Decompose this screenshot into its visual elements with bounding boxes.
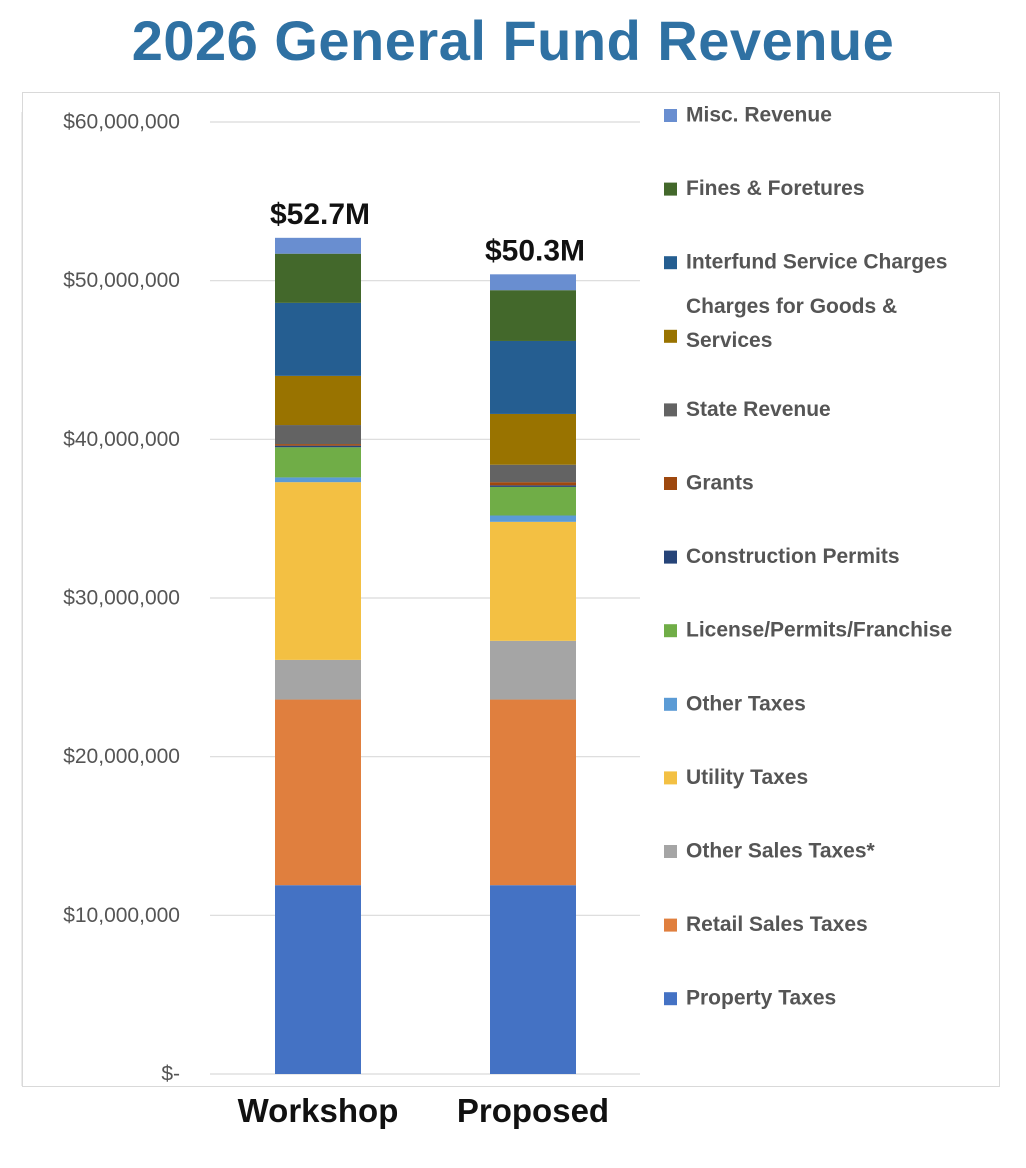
y-tick-label: $- [161,1063,180,1086]
bar-segment-other-taxes-proposed [490,515,576,522]
legend-label: Other Sales Taxes* [686,840,876,863]
y-tick-label: $20,000,000 [63,745,180,768]
legend-item-charges-for-goods-services: Charges for Goods & Services [664,294,897,351]
legend-swatch [664,477,677,490]
legend-item-construction-permits: Construction Permits [664,545,900,568]
legend-label: Fines & Foretures [686,177,865,200]
legend-item-other-taxes: Other Taxes [664,692,806,715]
bar-segment-property-taxes-workshop [275,885,361,1074]
bar-segment-misc-revenue-proposed [490,274,576,291]
legend-label: State Revenue [686,398,831,421]
bar-segment-construction-permits-workshop [275,445,361,448]
bar-segment-charges-for-goods-services-proposed [490,413,576,465]
legend-label: Charges for Goods & Services [686,294,897,351]
legend-swatch [664,550,677,564]
bar-segment-state-revenue-proposed [490,464,576,483]
y-tick-label: $10,000,000 [63,904,180,927]
bar-segment-state-revenue-workshop [275,425,361,445]
legend-item-misc-revenue: Misc. Revenue [664,104,832,127]
legend-swatch [664,771,677,785]
bar-segment-retail-sales-taxes-workshop [275,699,361,886]
legend-swatch [664,182,677,196]
bar-segment-grants-workshop [275,444,361,446]
category-label-workshop: Workshop [238,1092,399,1129]
bar-segment-retail-sales-taxes-proposed [490,699,576,886]
bar-segment-other-sales-taxes-proposed [490,640,576,700]
y-tick-label: $60,000,000 [63,111,180,134]
legend-swatch [664,256,677,270]
bar-segment-fines-foretures-proposed [490,290,576,341]
legend-item-license-permits-franchise: License/Permits/Franchise [664,619,952,642]
bar-segment-license-permits-franchise-workshop [275,447,361,478]
legend-item-interfund-service-charges: Interfund Service Charges [664,251,947,274]
legend-label: Utility Taxes [686,766,808,789]
legend-item-grants: Grants [664,472,754,495]
bar-segment-other-sales-taxes-workshop [275,659,361,700]
legend-item-other-sales-taxes: Other Sales Taxes* [664,840,876,863]
y-axis: $- $10,000,000 $20,000,000 $30,000,000 $40,0… [21,111,180,1086]
legend-label: Other Taxes [686,692,806,715]
legend-item-utility-taxes: Utility Taxes [664,766,808,789]
legend-item-state-revenue: State Revenue [664,398,831,421]
legend-label: Grants [686,472,754,495]
bar-segment-utility-taxes-workshop [275,482,361,660]
legend-label: Property Taxes [686,987,836,1010]
legend: Misc. Revenue Fines & Foretures Interfund … [664,104,952,1010]
legend-swatch [664,329,677,343]
legend-label: Retail Sales Taxes [686,913,868,936]
bar-labels: $52.7M Workshop $50.3M Proposed [238,198,609,1129]
bar-segment-property-taxes-proposed [490,885,576,1074]
bar-segment-license-permits-franchise-proposed [490,486,576,516]
total-label-workshop: $52.7M [270,198,370,231]
bar-segment-charges-for-goods-services-workshop [275,375,361,426]
legend-swatch [664,109,677,122]
legend-item-retail-sales-taxes: Retail Sales Taxes [664,913,868,936]
legend-swatch [664,403,677,417]
bar-segment-misc-revenue-workshop [275,237,361,254]
y-tick-label: $30,000,000 [63,587,180,610]
bar-segment-construction-permits-proposed [490,485,576,487]
legend-swatch [664,845,677,858]
legend-label: License/Permits/Franchise [686,619,952,642]
legend-item-property-taxes: Property Taxes [664,987,836,1010]
legend-label: Construction Permits [686,545,900,568]
legend-label: Misc. Revenue [686,104,832,127]
category-label-proposed: Proposed [457,1092,609,1129]
y-tick-label: $40,000,000 [63,428,180,451]
bar-segment-fines-foretures-workshop [275,253,361,303]
bar-segment-interfund-service-charges-workshop [275,302,361,376]
total-label-proposed: $50.3M [485,234,585,267]
bar-segment-utility-taxes-proposed [490,521,576,641]
y-tick-label: $50,000,000 [63,269,180,292]
chart-title: 2026 General Fund Revenue [131,9,895,72]
legend-item-fines-foretures: Fines & Foretures [664,177,865,200]
legend-swatch [664,918,677,932]
legend-swatch [664,992,677,1006]
bar-segment-grants-proposed [490,482,576,486]
bar-stacks [275,237,576,1074]
legend-swatch [664,624,677,638]
legend-swatch [664,697,677,711]
bar-segment-other-taxes-workshop [275,477,361,483]
bar-segment-interfund-service-charges-proposed [490,340,576,414]
legend-label: Interfund Service Charges [686,251,947,274]
